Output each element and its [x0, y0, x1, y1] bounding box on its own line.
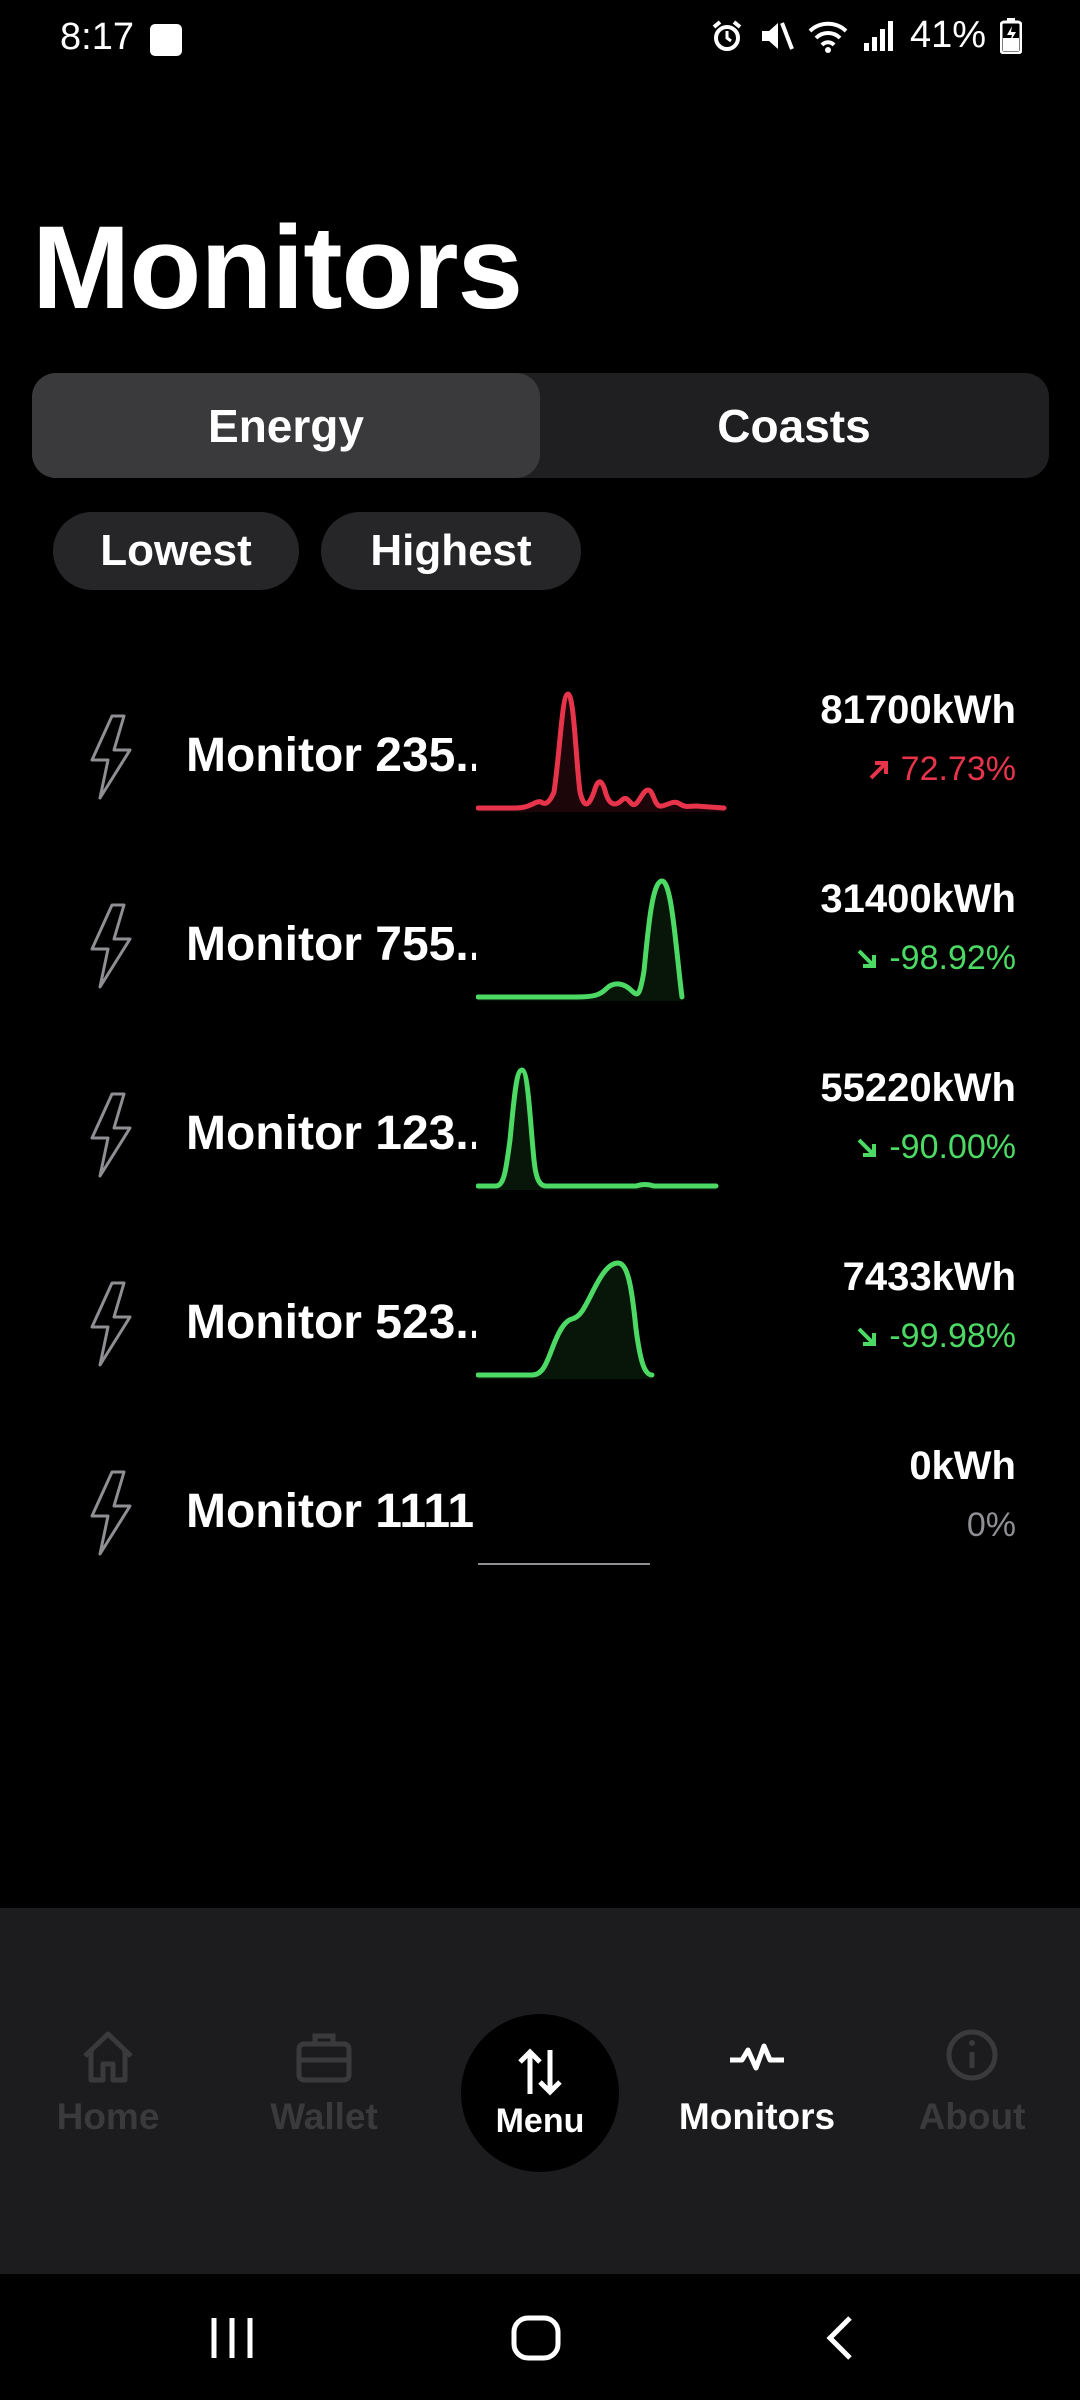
lightning-icon — [90, 903, 132, 989]
home-button-icon[interactable] — [510, 2314, 562, 2362]
alarm-icon — [712, 19, 742, 51]
status-time: 8:17 — [60, 16, 134, 58]
monitor-name: Monitor 123.. — [186, 1107, 476, 1160]
arrow-up-right-icon — [869, 760, 888, 779]
monitor-row[interactable]: Monitor 235.. 81700kWh 72.73% — [0, 682, 1080, 852]
monitor-name: Monitor 755.. — [186, 918, 476, 971]
monitor-row[interactable]: Monitor 1111. 0kWh 0% — [0, 1438, 1080, 1608]
wifi-icon — [808, 21, 848, 53]
nav-home[interactable]: Home — [8, 2028, 208, 2138]
monitor-value: 55220kWh — [820, 1066, 1016, 1110]
activity-icon — [730, 2043, 784, 2071]
monitor-value: 7433kWh — [842, 1255, 1016, 1299]
info-icon — [946, 2029, 998, 2081]
tab-coasts[interactable]: Coasts — [717, 399, 871, 452]
change-percent: -99.98% — [889, 1317, 1016, 1355]
monitor-name: Monitor 1111. — [186, 1485, 476, 1538]
sparkline-chart — [476, 1260, 655, 1379]
lightning-icon — [90, 1092, 132, 1178]
bottom-nav: Home Wallet Menu Monitors About — [0, 1908, 1080, 2274]
lightning-icon — [90, 714, 132, 800]
change-badge: 0% — [967, 1506, 1016, 1545]
wallet-icon — [296, 2033, 352, 2083]
monitor-value: 31400kWh — [820, 877, 1016, 921]
nav-about[interactable]: About — [872, 2028, 1072, 2138]
change-badge: -90.00% — [855, 1128, 1016, 1167]
arrow-down-right-icon — [857, 1327, 877, 1346]
nav-menu-label: Menu — [495, 2101, 585, 2140]
monitor-name: Monitor 523.. — [186, 1296, 476, 1349]
tab-energy[interactable]: Energy — [32, 373, 540, 478]
change-badge: -99.98% — [855, 1317, 1016, 1356]
nav-home-label: Home — [56, 2096, 160, 2137]
battery-percent: 41% — [909, 14, 986, 56]
nav-menu-button[interactable]: Menu — [461, 2014, 619, 2172]
nav-monitors[interactable]: Monitors — [657, 2028, 857, 2138]
status-icons: 41% — [710, 14, 1022, 57]
change-percent: -90.00% — [889, 1128, 1016, 1166]
monitor-value: 0kWh — [909, 1444, 1016, 1488]
recent-apps-icon[interactable] — [206, 2314, 258, 2362]
monitor-name: Monitor 235.. — [186, 729, 476, 782]
nav-about-label: About — [918, 2096, 1026, 2137]
battery-icon — [1000, 17, 1022, 54]
system-navigation — [0, 2274, 1080, 2400]
arrow-down-right-icon — [857, 949, 877, 968]
sparkline-chart — [476, 1067, 719, 1190]
nav-wallet[interactable]: Wallet — [224, 2028, 424, 2138]
sparkline-chart — [478, 1563, 650, 1565]
lightning-icon — [90, 1281, 132, 1367]
home-icon — [83, 2031, 133, 2083]
arrow-down-right-icon — [857, 1138, 877, 1157]
gallery-icon — [150, 24, 182, 56]
monitor-row[interactable]: Monitor 123.. 55220kWh -90.00% — [0, 1060, 1080, 1230]
monitor-value: 81700kWh — [820, 688, 1016, 732]
lightning-icon — [90, 1470, 132, 1556]
change-badge: -98.92% — [855, 939, 1016, 978]
filter-highest-button[interactable]: Highest — [321, 512, 581, 590]
status-bar: 8:17 41% — [0, 0, 1080, 80]
filter-lowest-button[interactable]: Lowest — [53, 512, 299, 590]
segmented-control: Energy Coasts — [32, 373, 1049, 478]
change-badge: 72.73% — [867, 750, 1016, 789]
sparkline-chart — [476, 878, 685, 1001]
monitor-row[interactable]: Monitor 523.. 7433kWh -99.98% — [0, 1249, 1080, 1419]
page-title: Monitors — [32, 202, 523, 334]
sort-arrows-icon — [518, 2047, 562, 2096]
nav-wallet-label: Wallet — [270, 2096, 378, 2137]
change-percent: 0% — [966, 1506, 1016, 1544]
change-percent: 72.73% — [900, 750, 1016, 788]
change-percent: -98.92% — [889, 939, 1016, 977]
sparkline-chart — [476, 691, 727, 812]
monitor-row[interactable]: Monitor 755.. 31400kWh -98.92% — [0, 871, 1080, 1041]
nav-monitors-label: Monitors — [678, 2096, 836, 2137]
mute-icon — [761, 21, 794, 50]
back-icon[interactable] — [820, 2314, 860, 2362]
signal-icon — [863, 20, 893, 51]
